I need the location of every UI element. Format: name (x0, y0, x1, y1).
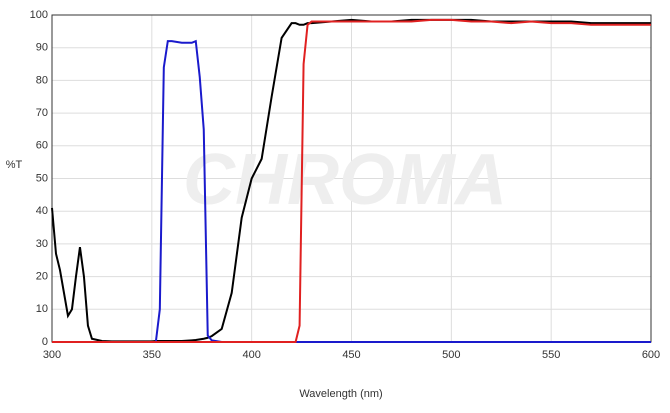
x-axis-label: Wavelength (nm) (299, 388, 382, 400)
x-tick-label: 400 (242, 349, 260, 361)
y-tick-label: 40 (36, 205, 48, 217)
y-tick-label: 50 (36, 172, 48, 184)
line-series (52, 18, 651, 343)
x-tick-label: 300 (43, 349, 61, 361)
line-series (51, 18, 651, 343)
y-tick-label: 10 (36, 303, 48, 315)
y-tick-label: 20 (36, 271, 48, 283)
x-tick-label: 600 (642, 349, 660, 361)
x-tick-label: 500 (442, 349, 460, 361)
x-tick-label: 550 (542, 349, 560, 361)
watermark: CHROMA (183, 140, 507, 220)
x-tick-label: 350 (143, 349, 161, 361)
y-axis-label: %T (6, 159, 23, 171)
y-tick-label: 100 (30, 9, 48, 21)
y-tick-label: 80 (36, 74, 48, 86)
y-tick-label: 0 (42, 336, 48, 348)
y-tick-label: 90 (36, 42, 48, 54)
x-tick-label: 450 (342, 349, 360, 361)
y-tick-label: 60 (36, 140, 48, 152)
y-tick-label: 30 (36, 238, 48, 250)
y-tick-label: 70 (36, 107, 48, 119)
